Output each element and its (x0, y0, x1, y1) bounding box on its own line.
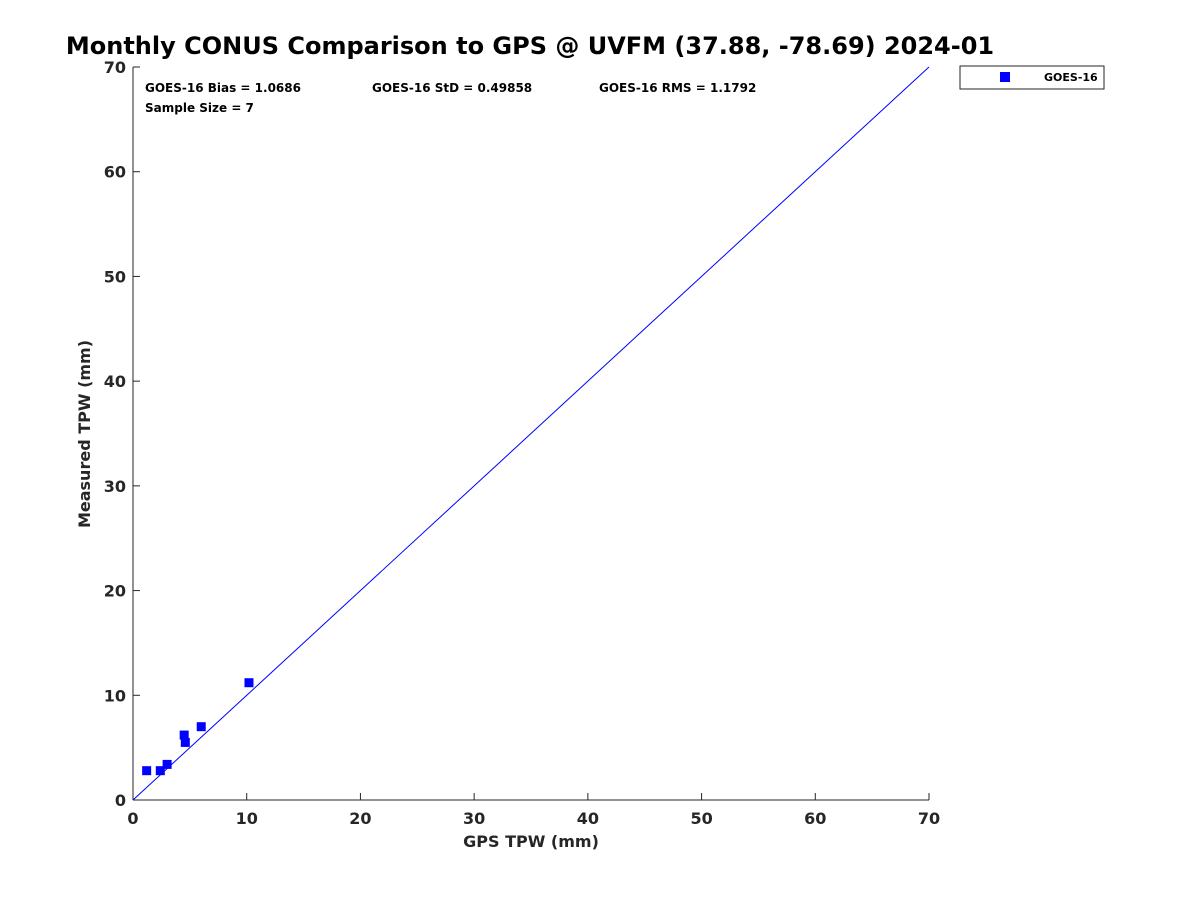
x-tick-label: 30 (463, 809, 485, 828)
chart-title: Monthly CONUS Comparison to GPS @ UVFM (… (66, 32, 994, 60)
y-tick-label: 50 (104, 267, 126, 286)
x-tick-label: 70 (918, 809, 940, 828)
x-tick-label: 0 (127, 809, 138, 828)
sample-size-annotation: Sample Size = 7 (145, 101, 254, 115)
data-points (142, 678, 254, 776)
data-point (142, 766, 152, 776)
data-point (196, 722, 206, 732)
x-tick-label: 60 (804, 809, 826, 828)
data-point (244, 678, 254, 688)
y-ticks: 0 10 20 30 40 50 60 70 (104, 58, 140, 810)
bias-annotation: GOES-16 Bias = 1.0686 (145, 81, 301, 95)
x-tick-label: 50 (690, 809, 712, 828)
y-tick-label: 40 (104, 372, 126, 391)
x-ticks: 0 10 20 30 40 50 60 70 (127, 793, 940, 828)
y-tick-label: 30 (104, 477, 126, 496)
data-point (162, 759, 172, 769)
y-tick-label: 10 (104, 686, 126, 705)
legend-box (959, 65, 1105, 90)
y-tick-label: 70 (104, 58, 126, 77)
y-tick-label: 0 (115, 791, 126, 810)
x-tick-label: 40 (577, 809, 599, 828)
rms-annotation: GOES-16 RMS = 1.1792 (599, 81, 756, 95)
legend-marker-goes16 (1000, 72, 1010, 82)
std-annotation: GOES-16 StD = 0.49858 (372, 81, 532, 95)
plot-axes (132, 67, 929, 801)
legend: GOES-16 (959, 65, 1105, 90)
legend-label-goes16: GOES-16 (1044, 71, 1098, 84)
data-point (180, 737, 190, 747)
x-axis-label: GPS TPW (mm) (463, 832, 599, 851)
y-tick-label: 60 (104, 163, 126, 182)
data-point (179, 730, 189, 740)
y-axis-label: Measured TPW (mm) (75, 340, 94, 528)
x-tick-label: 20 (349, 809, 371, 828)
data-point (155, 766, 165, 776)
y-tick-label: 20 (104, 582, 126, 601)
x-tick-label: 10 (236, 809, 258, 828)
one-to-one-reference-line (132, 66, 930, 801)
